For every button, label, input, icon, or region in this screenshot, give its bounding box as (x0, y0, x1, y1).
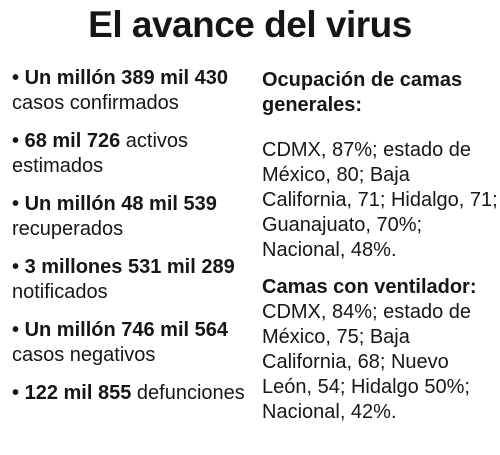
stat-deaths: • 122 mil 855 defunciones (12, 381, 252, 406)
bullet-icon: • (12, 319, 20, 341)
bullet-icon: • (12, 67, 20, 89)
stat-label: casos confirmados (12, 92, 179, 114)
stat-label: activos estimados (12, 130, 189, 177)
stat-value: Un millón 389 mil 430 (24, 67, 228, 89)
bullet-icon: • (12, 130, 20, 152)
stat-label: recuperados (12, 218, 124, 240)
general-beds-text: CDMX, 87%; estado de México, 80; Baja Ca… (262, 139, 498, 261)
stat-value: 68 mil 726 (24, 130, 121, 152)
stat-confirmed: • Un millón 389 mil 430 casos confirmado… (12, 66, 252, 116)
stat-value: Un millón 746 mil 564 (24, 319, 228, 341)
ventilator-beds-text: CDMX, 84%; estado de México, 75; Baja Ca… (262, 301, 471, 423)
stat-value: Un millón 48 mil 539 (24, 193, 217, 215)
stat-label: notificados (12, 281, 108, 303)
stat-notified: • 3 millones 531 mil 289 notificados (12, 255, 252, 305)
stat-active: • 68 mil 726 activos estimados (12, 129, 252, 179)
bullet-icon: • (12, 193, 20, 215)
stat-label: casos negativos (12, 344, 156, 366)
bed-occupancy-panel: Ocupación de camas generales: CDMX, 87%;… (262, 68, 498, 425)
stat-recovered: • Un millón 48 mil 539 recuperados (12, 192, 252, 242)
stats-list: • Un millón 389 mil 430 casos confirmado… (12, 66, 252, 419)
stat-value: 3 millones 531 mil 289 (24, 256, 235, 278)
bullet-icon: • (12, 382, 20, 404)
ventilator-beds-heading: Camas con ventilador: (262, 276, 477, 298)
stat-label: defunciones (136, 382, 245, 404)
stat-value: 122 mil 855 (24, 382, 132, 404)
general-beds-heading: Ocupación de camas generales: (262, 69, 463, 116)
page-title: El avance del virus (88, 4, 412, 45)
bullet-icon: • (12, 256, 20, 278)
stat-negative: • Un millón 746 mil 564 casos negativos (12, 318, 252, 368)
